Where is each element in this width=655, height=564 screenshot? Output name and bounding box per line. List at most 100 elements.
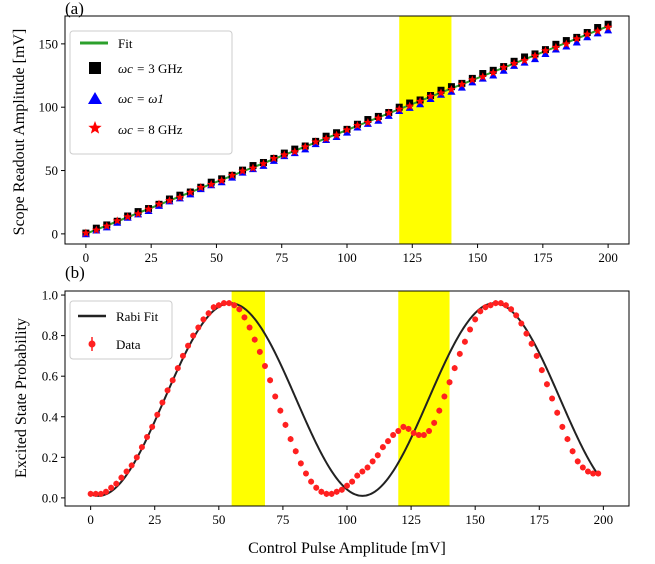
series-8ghz-point (426, 91, 435, 100)
data-point (287, 436, 294, 443)
data-point (246, 324, 253, 331)
data-point (323, 490, 330, 497)
data-point (241, 314, 248, 321)
data-point (538, 367, 545, 374)
data-point (297, 460, 304, 467)
data-point (579, 464, 586, 471)
series-8ghz-point (582, 29, 592, 38)
x-tick-label: 100 (337, 512, 357, 527)
data-point (420, 432, 427, 439)
series-8ghz-point (541, 46, 550, 55)
series-8ghz-point (478, 72, 488, 81)
data-point (272, 393, 279, 400)
series-8ghz-point (332, 130, 341, 139)
series-8ghz-point (457, 79, 467, 89)
series-omega1-point (499, 66, 508, 74)
data-point (313, 484, 320, 491)
data-point (251, 336, 258, 343)
series-8ghz-point (269, 154, 279, 163)
highlight-region-2 (398, 291, 450, 506)
data-point (292, 448, 299, 455)
data-point (456, 350, 463, 357)
series-8ghz-point (520, 55, 529, 65)
series-8ghz-point (468, 75, 477, 84)
series-8ghz-point (259, 159, 268, 168)
x-tick-label: 0 (87, 512, 94, 527)
series-omega1-point (457, 83, 466, 91)
series-omega1-point (583, 32, 592, 41)
series-8ghz-point (562, 39, 571, 48)
data-point (513, 312, 520, 319)
series-omega1-point (572, 38, 581, 46)
series-8ghz-point (248, 163, 258, 172)
series-8ghz-point (123, 212, 132, 221)
series-8ghz-point (112, 216, 122, 225)
y-tick-label: 1.0 (42, 288, 58, 303)
data-point (226, 300, 233, 307)
legend-series-1-label: ωc = 3 GHz (118, 61, 183, 76)
data-point (441, 393, 448, 400)
data-point (154, 411, 161, 418)
data-point (559, 423, 566, 430)
data-point (436, 407, 443, 414)
legend-star-marker (88, 121, 102, 134)
data-point (354, 472, 361, 479)
x-tick-label: 125 (401, 512, 421, 527)
series-8ghz-point (572, 34, 582, 43)
data-point (308, 478, 315, 485)
series-8ghz-point (133, 209, 143, 218)
data-point (400, 423, 407, 430)
data-point (169, 377, 176, 384)
series-8ghz-point (342, 125, 352, 134)
panel-b-legend: Rabi Fit Data (69, 300, 173, 360)
series-8ghz-point (165, 196, 174, 205)
legend-data-label: Data (116, 337, 141, 352)
data-point (574, 458, 581, 465)
data-point (195, 324, 202, 331)
data-point (267, 377, 274, 384)
series-8ghz-point (196, 183, 206, 192)
panel-a-label: (a) (65, 0, 84, 18)
data-point (328, 490, 335, 497)
y-tick-label: 150 (39, 36, 59, 51)
series-8ghz-point (488, 68, 498, 77)
series-omega1-point (604, 25, 613, 34)
series-omega1-point (384, 111, 393, 119)
legend-series-3-label: ωc = 8 GHz (118, 122, 183, 137)
data-point (236, 306, 243, 313)
data-point (426, 427, 433, 434)
panel-b-xlabel: Control Pulse Amplitude [mV] (248, 540, 446, 557)
series-omega1-point (531, 54, 539, 63)
x-tick-label: 200 (598, 250, 618, 265)
data-point (318, 488, 325, 495)
data-point (477, 308, 484, 315)
series-8ghz-point (300, 142, 310, 151)
series-8ghz-point (509, 59, 519, 68)
data-point (364, 464, 371, 471)
x-tick-label: 25 (148, 512, 161, 527)
data-point (333, 488, 340, 495)
y-tick-label: 0.4 (42, 409, 59, 424)
series-8ghz-point (144, 204, 153, 213)
data-point (595, 470, 602, 477)
data-point (508, 306, 515, 313)
data-point (190, 332, 197, 339)
x-tick-label: 75 (276, 512, 289, 527)
data-point (174, 365, 181, 372)
series-8ghz-point (206, 179, 216, 189)
data-point (277, 407, 284, 414)
x-tick-label: 125 (403, 250, 423, 265)
data-point (549, 395, 556, 402)
x-tick-label: 150 (465, 512, 485, 527)
legend-series-2-label: ωc = ω1 (118, 91, 164, 106)
data-point (523, 330, 530, 337)
data-point (472, 316, 479, 323)
data-point (497, 300, 504, 307)
series-8ghz-point (593, 26, 602, 35)
highlight-region-1 (399, 16, 452, 244)
legend-square-marker (89, 62, 101, 74)
data-point (138, 444, 145, 451)
data-point (359, 468, 366, 475)
x-tick-label: 200 (594, 512, 614, 527)
y-tick-label: 0 (52, 226, 59, 241)
